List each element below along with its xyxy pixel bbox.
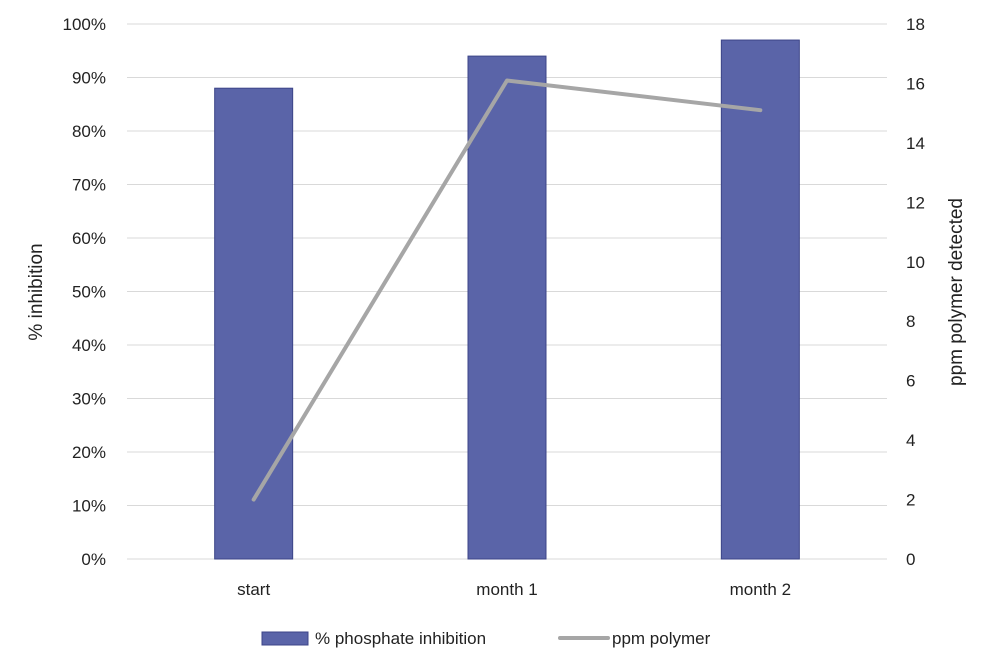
left-axis-tick-label: 0% <box>81 550 106 569</box>
x-axis-tick-label: month 1 <box>476 580 537 599</box>
right-axis-tick-label: 12 <box>906 193 925 212</box>
bar <box>215 88 293 559</box>
left-axis-tick-label: 90% <box>72 69 106 88</box>
left-axis-tick-label: 10% <box>72 497 106 516</box>
bar <box>721 40 799 559</box>
legend-label-bar: % phosphate inhibition <box>315 629 486 648</box>
left-axis-tick-label: 70% <box>72 176 106 195</box>
legend-label-line: ppm polymer <box>612 629 711 648</box>
right-axis-tick-label: 6 <box>906 372 915 391</box>
right-axis-tick-label: 14 <box>906 134 925 153</box>
right-axis-ticks: 0 2 4 6 8 10 12 14 16 18 <box>906 15 925 569</box>
right-axis-tick-label: 16 <box>906 74 925 93</box>
x-axis-ticks: start month 1 month 2 <box>237 580 791 599</box>
right-axis-tick-label: 2 <box>906 491 915 510</box>
left-axis-tick-label: 20% <box>72 443 106 462</box>
right-axis-tick-label: 18 <box>906 15 925 34</box>
bar-series <box>215 40 800 559</box>
right-axis-tick-label: 4 <box>906 431 915 450</box>
left-axis-tick-label: 50% <box>72 283 106 302</box>
x-axis-tick-label: month 2 <box>730 580 791 599</box>
right-axis-tick-label: 8 <box>906 312 915 331</box>
left-axis-title: % inhibition <box>26 243 47 340</box>
left-axis-tick-label: 60% <box>72 229 106 248</box>
right-axis-tick-label: 0 <box>906 550 915 569</box>
legend: % phosphate inhibition ppm polymer <box>262 629 711 648</box>
right-axis-title: ppm polymer detected <box>946 198 967 386</box>
left-axis-ticks: 0% 10% 20% 30% 40% 50% 60% 70% 80% 90% 100% <box>63 15 106 569</box>
left-axis-tick-label: 40% <box>72 336 106 355</box>
left-axis-tick-label: 100% <box>63 15 106 34</box>
bar <box>468 56 546 559</box>
legend-swatch-bar <box>262 632 308 645</box>
left-axis-tick-label: 80% <box>72 122 106 141</box>
x-axis-tick-label: start <box>237 580 270 599</box>
right-axis-tick-label: 10 <box>906 253 925 272</box>
left-axis-tick-label: 30% <box>72 390 106 409</box>
